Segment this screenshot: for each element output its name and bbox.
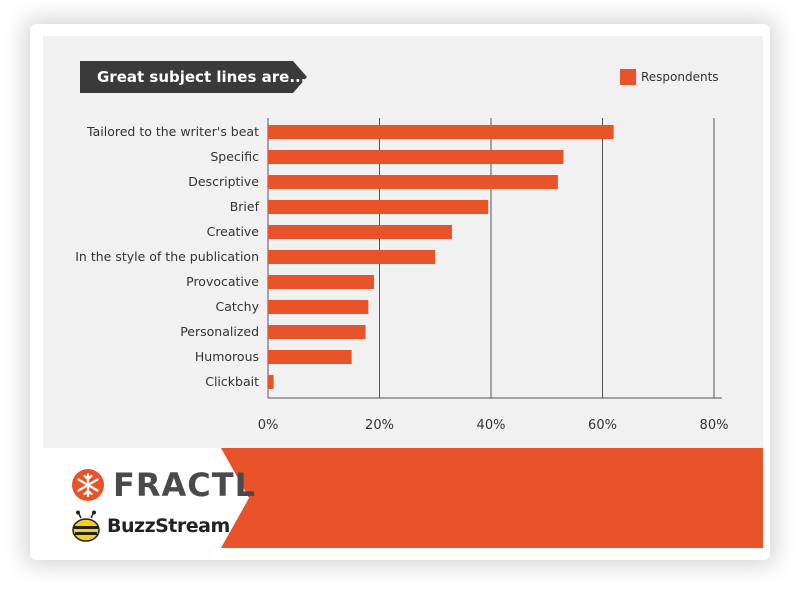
bar xyxy=(268,325,366,339)
buzzstream-bee-icon xyxy=(72,510,100,542)
x-tick-label: 40% xyxy=(477,418,506,433)
bar xyxy=(268,125,614,139)
bar xyxy=(268,350,352,364)
category-label: Personalized xyxy=(180,324,259,339)
chart-legend: Respondents xyxy=(620,67,719,87)
bar xyxy=(268,225,452,239)
category-label: Humorous xyxy=(195,349,259,364)
buzzstream-wordmark: BuzzStream xyxy=(107,515,230,537)
x-tick-label: 60% xyxy=(588,418,617,433)
bar xyxy=(268,375,274,389)
category-label: Specific xyxy=(210,149,259,164)
fractl-snowflake-icon xyxy=(72,469,104,501)
footer-accent-band xyxy=(221,448,763,548)
bar xyxy=(268,150,564,164)
bar xyxy=(268,175,558,189)
bar xyxy=(268,250,436,264)
infographic-card: Great subject lines are... Respondents 0… xyxy=(43,36,763,548)
bar xyxy=(268,200,489,214)
legend-swatch xyxy=(620,69,636,85)
x-tick-label: 80% xyxy=(700,418,729,433)
category-label: Brief xyxy=(230,199,260,214)
footer: FRACTL BuzzStream xyxy=(43,448,763,548)
category-label: Creative xyxy=(207,224,260,239)
category-label: In the style of the publication xyxy=(75,249,259,264)
category-label: Tailored to the writer's beat xyxy=(86,124,259,139)
x-tick-label: 0% xyxy=(258,418,279,433)
fractl-wordmark: FRACTL xyxy=(113,466,256,504)
bar-chart: 0% 20% 40% 60% 80% Tailored to the writer's b… xyxy=(75,118,729,433)
category-label: Catchy xyxy=(216,299,260,314)
x-tick-label: 20% xyxy=(365,418,394,433)
category-label: Clickbait xyxy=(205,374,259,389)
chart-title: Great subject lines are... xyxy=(80,61,307,93)
buzzstream-logo: BuzzStream xyxy=(71,510,230,542)
bar xyxy=(268,300,369,314)
category-label: Descriptive xyxy=(188,174,259,189)
bar xyxy=(268,275,374,289)
fractl-logo: FRACTL xyxy=(71,466,256,504)
category-label: Provocative xyxy=(186,274,259,289)
legend-label: Respondents xyxy=(641,70,719,84)
